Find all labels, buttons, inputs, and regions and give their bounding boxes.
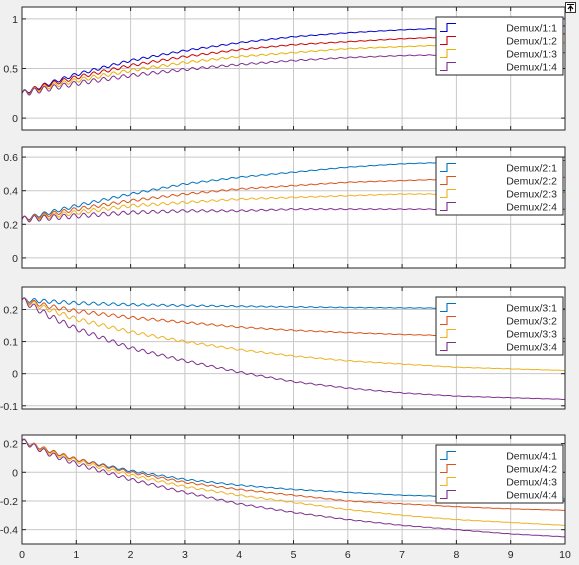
legend-entry-label: Demux/1:3: [506, 49, 557, 61]
legend-step-icon: [440, 341, 456, 352]
x-tick-label: 10: [559, 549, 571, 561]
legend-step-icon: [440, 489, 456, 500]
axes-panel-4: -0.4-0.200.20 1 2 3 4 5 6 7 8 9 10Demux/4:1Demux/4…: [0, 434, 571, 561]
legend-box: [435, 156, 564, 216]
legend-entry-label: Demux/3:2: [506, 316, 557, 328]
y-tick-label: 0.1: [3, 337, 18, 349]
legend-entry-label: Demux/2:4: [506, 202, 557, 214]
y-tick-label: 0: [12, 253, 18, 265]
y-tick-label: 0.6: [3, 152, 18, 164]
legend-step-icon: [440, 328, 456, 339]
legend-step-icon: [440, 302, 456, 313]
legend-box: [435, 444, 564, 504]
axes-panel-2: 0 0.2 0.4 0.6 Demux/2:1Demux/2:2Demux/2:3Dem…: [3, 146, 566, 269]
legend-entry-label: Demux/3:4: [506, 342, 557, 354]
legend-entry-label: Demux/4:3: [506, 477, 557, 489]
legend-entry-label: Demux/1:2: [506, 36, 557, 48]
axes-border: [21, 286, 566, 410]
y-tick-label: 0: [12, 467, 18, 479]
x-tick-label: 8: [453, 549, 459, 561]
legend-step-icon: [440, 463, 456, 474]
legend-entry-label: Demux/1:1: [506, 23, 557, 35]
y-tick-label: -0.2: [0, 496, 18, 508]
y-tick-label: 1: [12, 14, 18, 26]
series-line-Demux-4-2: [21, 438, 566, 511]
x-tick-label: 2: [128, 549, 134, 561]
x-tick-label: 5: [291, 549, 297, 561]
y-tick-label: 0.2: [3, 439, 18, 451]
legend-entry-label: Demux/4:4: [506, 490, 557, 502]
legend-step-icon: [440, 188, 456, 199]
y-tick-label: 0.2: [3, 304, 18, 316]
legend-entry-label: Demux/2:3: [506, 189, 557, 201]
y-tick-label: 0: [12, 369, 18, 381]
axes-border: [21, 6, 566, 131]
x-tick-label: 7: [399, 549, 405, 561]
y-tick-label: 0.5: [3, 64, 18, 76]
legend-entry-label: Demux/3:1: [506, 303, 557, 315]
legend-box: [435, 16, 564, 76]
legend-step-icon: [440, 35, 456, 46]
legend-step-icon: [440, 48, 456, 59]
legend-step-icon: [440, 201, 456, 212]
legend-step-icon: [440, 162, 456, 173]
legend-step-icon: [440, 22, 456, 33]
x-tick-label: 4: [236, 549, 242, 561]
x-tick-label: 9: [508, 549, 514, 561]
legend-step-icon: [440, 450, 456, 461]
x-tick-label: 3: [182, 549, 188, 561]
axes-panel-3: -0.1 0 0.1 0.2 Demux/3:1Demux/3:2Demux/3:3De…: [0, 286, 566, 413]
legend-entry-label: Demux/2:2: [506, 176, 557, 188]
x-tick-label: 0: [19, 549, 25, 561]
legend-entry-label: Demux/4:1: [506, 451, 557, 463]
legend-step-icon: [440, 61, 456, 72]
axes-panel-1: 0 0.5 1 Demux/1:1Demux/1:2Demux/1:3Demux/1:…: [3, 6, 566, 131]
y-tick-label: -0.4: [0, 525, 18, 537]
legend-entry-label: Demux/2:1: [506, 163, 557, 175]
legend-entry-label: Demux/1:4: [506, 62, 557, 74]
y-tick-label: 0.4: [3, 186, 18, 198]
y-tick-label: -0.1: [0, 401, 18, 413]
legend-entry-label: Demux/4:2: [506, 464, 557, 476]
axes-border: [21, 146, 566, 269]
undock-icon[interactable]: [565, 2, 576, 13]
x-tick-label: 1: [73, 549, 79, 561]
legend-step-icon: [440, 476, 456, 487]
legend-step-icon: [440, 175, 456, 186]
legend-step-icon: [440, 315, 456, 326]
y-tick-label: 0.2: [3, 219, 18, 231]
x-tick-label: 6: [345, 549, 351, 561]
legend-box: [435, 296, 564, 356]
series-line-Demux-3-3: [21, 297, 566, 372]
series-line-Demux-4-4: [21, 438, 566, 538]
legend-entry-label: Demux/3:3: [506, 329, 557, 341]
y-tick-label: 0: [12, 113, 18, 125]
axes-border: [21, 434, 566, 545]
series-line-Demux-3-4: [21, 297, 566, 400]
series-line-Demux-4-3: [21, 438, 566, 526]
